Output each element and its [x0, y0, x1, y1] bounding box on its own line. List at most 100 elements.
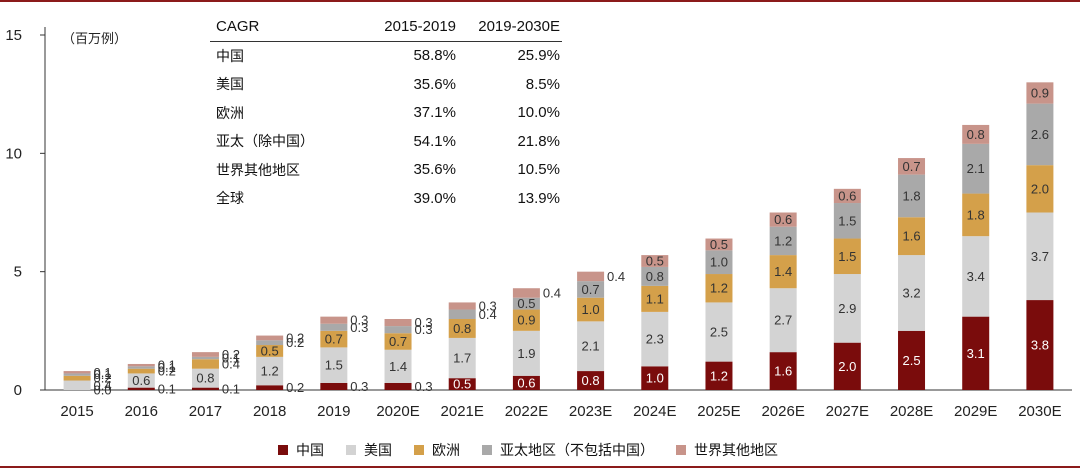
- bar-segment: [191, 368, 219, 388]
- unit-label: （百万例）: [62, 32, 127, 47]
- bar-segment: [705, 238, 733, 251]
- bar-segment: [769, 255, 797, 289]
- bar-segment: [63, 380, 91, 390]
- bar-segment: [577, 271, 605, 282]
- data-label: 2.0: [838, 359, 856, 374]
- y-axis: 0 5 10 15: [5, 27, 46, 399]
- bar-segment: [962, 236, 990, 317]
- cagr-value-2019-2030: 10.0%: [517, 104, 560, 122]
- data-label: 0.6: [517, 375, 535, 390]
- bar-segment: [256, 356, 284, 386]
- x-tick-label: 2030E: [1018, 403, 1061, 420]
- cagr-row: 中国 58.8% 25.9%: [210, 42, 562, 71]
- legend-item-apac: 亚太地区（不包括中国）: [482, 440, 654, 460]
- data-label: 3.8: [1031, 338, 1049, 353]
- bar-segment: [384, 349, 412, 383]
- x-tick-label: 2026E: [761, 403, 804, 420]
- data-label: 0.2: [222, 347, 240, 362]
- data-label: 1.5: [838, 249, 856, 264]
- data-label: 0.7: [902, 159, 920, 174]
- bar-segment: [1026, 103, 1054, 166]
- data-label: 2.6: [1031, 127, 1049, 142]
- legend-swatch: [278, 445, 288, 455]
- bar-segment: [577, 297, 605, 322]
- bar-segment: [256, 385, 284, 390]
- data-label: 0.1: [94, 367, 112, 382]
- cagr-header-row: CAGR 2015-2019 2019-2030E: [210, 12, 562, 42]
- bar-segment: [191, 356, 219, 360]
- data-label: 0.8: [453, 321, 471, 336]
- bar-segment: [962, 143, 990, 194]
- data-label: 0.1: [94, 365, 112, 380]
- y-tick-label: 0: [14, 382, 22, 399]
- cagr-region: 世界其他地区: [216, 162, 300, 179]
- bar-segment: [833, 188, 861, 204]
- bar-segment: [705, 250, 733, 275]
- bar-segment: [641, 255, 669, 267]
- data-label: 0.3: [350, 379, 368, 394]
- data-label: 1.8: [902, 188, 920, 203]
- bar-segment: [898, 174, 926, 218]
- cagr-value-2019-2030: 10.5%: [517, 161, 560, 179]
- data-label: 1.8: [967, 207, 985, 222]
- bar-segment: [641, 311, 669, 367]
- data-label: 3.4: [967, 269, 985, 284]
- data-label: 1.4: [389, 359, 407, 374]
- data-label: 0.3: [414, 322, 432, 337]
- data-label: 1.6: [774, 364, 792, 379]
- x-tick-label: 2020E: [376, 403, 419, 420]
- bar-segment: [63, 375, 91, 381]
- bar-segment: [448, 302, 476, 310]
- data-label: 0.3: [350, 313, 368, 328]
- bar-segment: [448, 309, 476, 319]
- bar-segment: [833, 238, 861, 275]
- bar-segment: [769, 226, 797, 256]
- top-rule: [0, 0, 1080, 2]
- bar-segment: [898, 217, 926, 256]
- data-label: 1.2: [261, 364, 279, 379]
- data-label: 0.1: [158, 381, 176, 396]
- cagr-region: 全球: [216, 191, 244, 208]
- bar-segment: [256, 335, 284, 341]
- data-label: 0.1: [222, 381, 240, 396]
- cagr-header-period1: 2015-2019: [384, 17, 456, 35]
- data-label: 0.4: [479, 307, 497, 322]
- data-label: 0.5: [646, 254, 664, 269]
- bar-segment: [512, 297, 540, 310]
- data-label: 0.5: [453, 377, 471, 392]
- x-tick-label: 2027E: [826, 403, 869, 420]
- cagr-row: 亚太（除中国） 54.1% 21.8%: [210, 127, 562, 156]
- legend-label: 美国: [364, 443, 392, 459]
- cagr-header-period2: 2019-2030E: [478, 17, 560, 35]
- cagr-value-2015-2019: 58.8%: [413, 47, 456, 65]
- data-label: 0.5: [261, 343, 279, 358]
- bar-segment: [641, 366, 669, 390]
- bar-segment: [384, 382, 412, 390]
- data-label: 0.4: [543, 285, 561, 300]
- cagr-value-2015-2019: 35.6%: [413, 161, 456, 179]
- bar-segment: [1026, 300, 1054, 390]
- bar-segment: [191, 387, 219, 390]
- data-label: 0.8: [967, 127, 985, 142]
- data-label: 0.9: [1031, 85, 1049, 100]
- bar-segment: [127, 368, 155, 374]
- cagr-value-2019-2030: 21.8%: [517, 132, 560, 150]
- data-label: 0.2: [158, 364, 176, 379]
- bar-segment: [641, 285, 669, 312]
- bar-segment: [962, 193, 990, 237]
- data-label: 0.2: [94, 371, 112, 386]
- bar-segment: [256, 345, 284, 357]
- x-tick-label: 2017: [189, 403, 222, 420]
- bar-segment: [705, 274, 733, 303]
- x-tick-label: 2021E: [441, 403, 484, 420]
- legend-swatch: [482, 445, 492, 455]
- bar-segment: [448, 319, 476, 338]
- data-label: 1.2: [710, 281, 728, 296]
- bar-segment: [577, 321, 605, 372]
- bar-segment: [962, 316, 990, 390]
- data-label: 1.5: [838, 213, 856, 228]
- bar-segment: [384, 326, 412, 334]
- bar-segment: [448, 337, 476, 379]
- x-tick-label: 2028E: [890, 403, 933, 420]
